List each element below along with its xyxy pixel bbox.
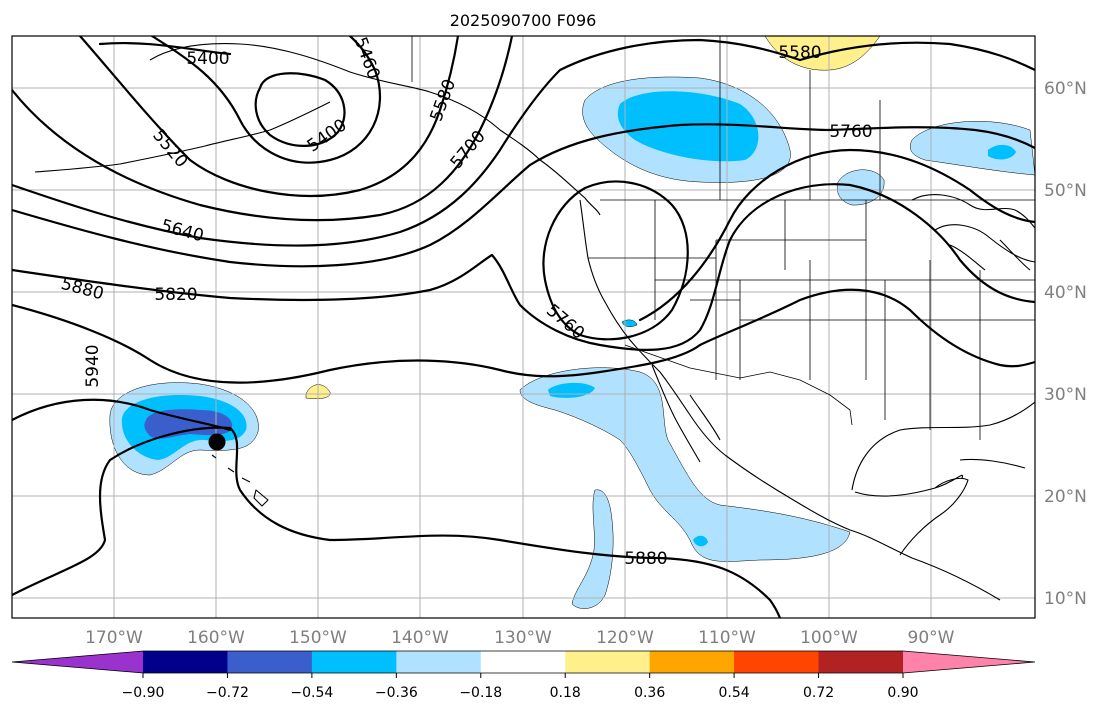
- colorbar-tick-label: 0.54: [719, 685, 750, 701]
- contour-5700: [12, 123, 1035, 268]
- contour-label: 5820: [154, 285, 197, 305]
- colorbar-tick-label: 0.36: [634, 685, 665, 701]
- colorbar-segment: [311, 651, 397, 673]
- contour-label: 5940: [83, 344, 103, 387]
- gulf-coast: [851, 401, 1035, 497]
- geopotential-contours: [12, 36, 1035, 618]
- colorbar-segment: [649, 651, 735, 673]
- lon-label: 150°W: [289, 628, 347, 648]
- contour-5940: [12, 398, 232, 432]
- colorbar-over-triangle: [903, 651, 1035, 673]
- lon-label: 100°W: [800, 628, 858, 648]
- lat-label: 50°N: [1044, 181, 1087, 201]
- tropical-streak-anomaly: [571, 489, 614, 609]
- lon-label: 110°W: [698, 628, 756, 648]
- great-lakes: [934, 224, 1035, 271]
- lat-label: 60°N: [1044, 79, 1087, 99]
- contour-5580-east: [798, 41, 1035, 72]
- baja-coast: [651, 364, 721, 463]
- contour-label: 5400: [186, 49, 229, 69]
- colorbar-under-triangle: [12, 651, 143, 673]
- contour-5580-west: [12, 36, 514, 222]
- contour-5520: [78, 36, 460, 197]
- colorbar-tick-label: 0.90: [887, 685, 918, 701]
- contour-5820: [12, 183, 1035, 351]
- colorbar-tick-label: −0.54: [290, 685, 333, 701]
- colorbar-tick-label: −0.36: [375, 685, 418, 701]
- colorbar-tick-label: 0.18: [550, 685, 581, 701]
- cuba: [959, 458, 1026, 469]
- map-title: 2025090700 F096: [450, 11, 597, 30]
- contour-5880-south: [12, 426, 782, 618]
- contour-5880: [12, 288, 1035, 384]
- lon-label: 90°W: [908, 628, 955, 648]
- lat-label: 30°N: [1044, 385, 1087, 405]
- hudson-coast: [911, 194, 1035, 229]
- contour-label: 5760: [829, 122, 872, 142]
- lon-label: 170°W: [85, 628, 143, 648]
- colorbar: −0.90 −0.72 −0.54 −0.36 −0.18 0.18 0.36 0.54 0.7…: [11, 650, 1036, 701]
- canada-anomaly-core: [617, 91, 759, 162]
- state-lines: [588, 200, 1035, 440]
- colorbar-segment: [480, 651, 566, 673]
- lat-label: 10°N: [1044, 589, 1087, 609]
- latitude-labels: 60°N 50°N 40°N 30°N 20°N 10°N: [1044, 79, 1087, 609]
- baja-anomaly: [519, 367, 851, 562]
- yucatan: [899, 477, 969, 556]
- colorbar-segment: [396, 651, 482, 673]
- canada-provinces: [719, 36, 881, 200]
- storm-position-dot: [208, 433, 226, 451]
- colorbar-segment: [565, 651, 651, 673]
- mexico-small-core: [693, 535, 708, 547]
- graticule: [12, 36, 1035, 618]
- colorbar-segment: [734, 651, 820, 673]
- contour-label: 5880: [624, 549, 667, 569]
- colorbar-tick-label: 0.72: [803, 685, 834, 701]
- contour-label-layer: 5400 5460 5400 5520 5580 5700 5580 5760 …: [59, 36, 873, 569]
- colorbar-segment: [227, 651, 313, 673]
- mexico-coast: [724, 454, 1001, 601]
- lon-label: 120°W: [596, 628, 654, 648]
- map-frame: [11, 35, 1036, 619]
- hawaii-anomaly-core: [144, 409, 233, 439]
- contour-5760-low: [542, 180, 689, 341]
- contour-label: 5580: [778, 43, 821, 63]
- hawaii-islands: [211, 454, 269, 507]
- alaska-peninsula: [34, 101, 331, 173]
- coastlines: [34, 43, 1035, 601]
- colorbar-segment: [143, 651, 228, 673]
- political-borders: [411, 36, 1035, 440]
- contour-5760-east: [638, 148, 1035, 322]
- longitude-labels: 170°W 160°W 150°W 140°W 130°W 120°W 110°…: [85, 628, 955, 648]
- lon-label: 160°W: [187, 628, 245, 648]
- contour-5460: [150, 36, 382, 164]
- colorbar-tick-label: −0.90: [122, 685, 165, 701]
- lon-label: 140°W: [391, 628, 449, 648]
- alaska-coast: [149, 43, 601, 216]
- colorbar-tick-label: −0.72: [206, 685, 249, 701]
- east-canada-anomaly-core: [988, 144, 1016, 160]
- map-area: 5400 5460 5400 5520 5580 5700 5580 5760 …: [12, 36, 1035, 618]
- contour-5640: [12, 38, 802, 247]
- colorbar-tick-label: −0.18: [459, 685, 502, 701]
- us-mexico-border: [624, 344, 853, 426]
- anomaly-fill-layer: [109, 36, 1035, 609]
- lat-label: 20°N: [1044, 487, 1087, 507]
- lon-label: 130°W: [494, 628, 552, 648]
- contour-5400-low: [254, 72, 346, 147]
- colorbar-segment: [818, 651, 904, 673]
- lat-label: 40°N: [1044, 283, 1087, 303]
